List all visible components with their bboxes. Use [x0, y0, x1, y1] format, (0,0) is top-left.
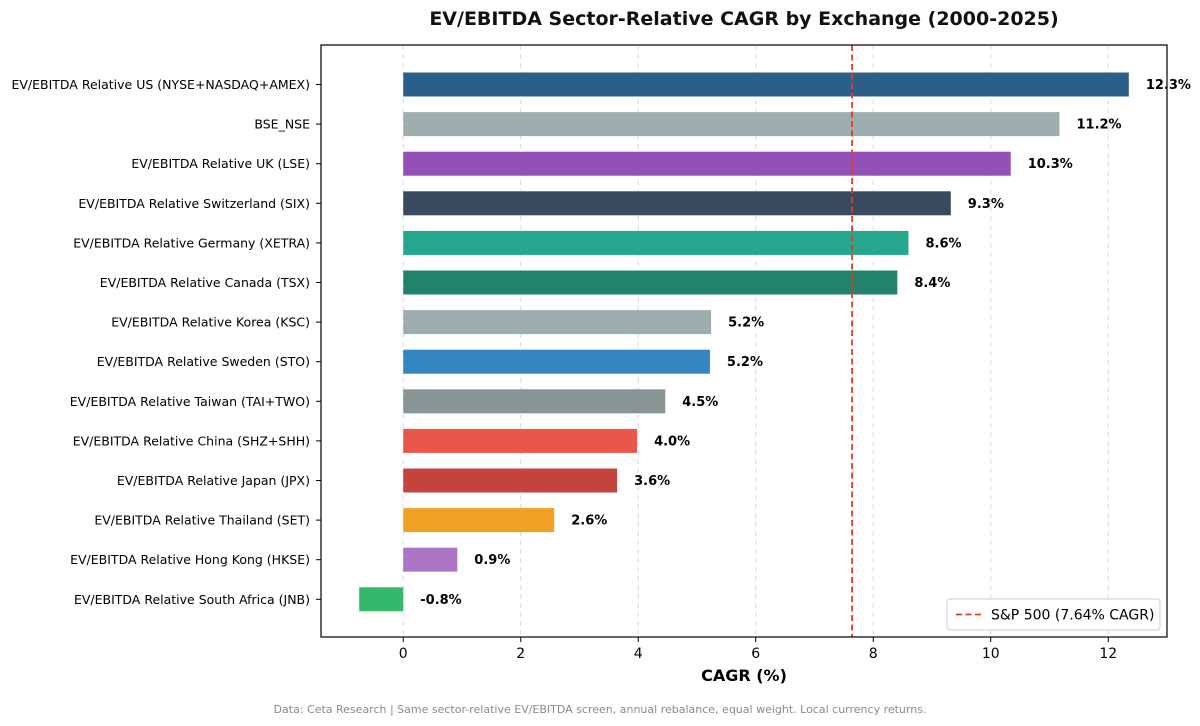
data-label: 5.2%	[728, 316, 764, 331]
data-label: 2.6%	[571, 514, 607, 529]
bar	[403, 468, 618, 493]
y-tick-label: EV/EBITDA Relative UK (LSE)	[131, 156, 310, 171]
bar	[403, 310, 712, 335]
bar	[403, 191, 951, 216]
bar	[403, 428, 638, 453]
legend	[946, 598, 1161, 631]
bar	[403, 72, 1129, 97]
data-label: 10.3%	[1028, 157, 1073, 172]
data-label: 4.5%	[682, 395, 718, 410]
bar	[403, 547, 458, 572]
x-tick-label: 6	[751, 646, 760, 662]
bar	[403, 151, 1011, 176]
y-tick-label: EV/EBITDA Relative Japan (JPX)	[117, 473, 310, 488]
data-label: 11.2%	[1076, 118, 1121, 133]
bar	[403, 508, 555, 533]
x-tick-label: 4	[634, 646, 643, 662]
data-label: 5.2%	[727, 355, 763, 370]
y-tick-label: BSE_NSE	[254, 117, 310, 132]
y-tick-label: EV/EBITDA Relative South Africa (JNB)	[74, 592, 310, 607]
data-label: 3.6%	[634, 474, 670, 489]
y-tick-label: EV/EBITDA Relative Thailand (SET)	[94, 513, 310, 528]
data-label: 4.0%	[654, 434, 690, 449]
legend-label: S&P 500 (7.64% CAGR)	[991, 608, 1154, 624]
x-tick-label: 8	[869, 646, 878, 662]
y-tick-label: EV/EBITDA Relative Germany (XETRA)	[73, 235, 310, 250]
bar	[403, 389, 666, 414]
data-label: 0.9%	[474, 553, 510, 568]
footnote: Data: Ceta Research | Same sector-relati…	[273, 703, 927, 716]
y-tick-label: EV/EBITDA Relative Korea (KSC)	[111, 315, 310, 330]
y-tick-label: EV/EBITDA Relative US (NYSE+NASDAQ+AMEX)	[11, 77, 310, 92]
y-tick-label: EV/EBITDA Relative Hong Kong (HKSE)	[70, 552, 310, 567]
y-tick-label: EV/EBITDA Relative Switzerland (SIX)	[78, 196, 310, 211]
data-label: 8.4%	[914, 276, 950, 291]
data-label: 8.6%	[926, 236, 962, 251]
bar	[403, 270, 898, 295]
bar	[403, 230, 909, 255]
data-label: -0.8%	[420, 593, 461, 608]
y-tick-label: EV/EBITDA Relative Sweden (STO)	[97, 354, 310, 369]
x-tick-label: 10	[982, 646, 1000, 662]
x-tick-label: 0	[399, 646, 408, 662]
plot-frame	[320, 44, 1168, 638]
y-tick-label: EV/EBITDA Relative Canada (TSX)	[100, 275, 310, 290]
y-tick-label: EV/EBITDA Relative Taiwan (TAI+TWO)	[70, 394, 310, 409]
data-label: 9.3%	[968, 197, 1004, 212]
x-tick-label: 12	[1099, 646, 1117, 662]
x-axis-label: CAGR (%)	[701, 666, 787, 685]
chart-title: EV/EBITDA Sector-Relative CAGR by Exchan…	[429, 8, 1058, 30]
bar	[359, 587, 404, 612]
data-label: 12.3%	[1146, 78, 1191, 93]
bar	[403, 112, 1060, 137]
y-tick-label: EV/EBITDA Relative China (SHZ+SHH)	[73, 433, 310, 448]
x-tick-label: 2	[516, 646, 525, 662]
bar	[403, 349, 710, 374]
